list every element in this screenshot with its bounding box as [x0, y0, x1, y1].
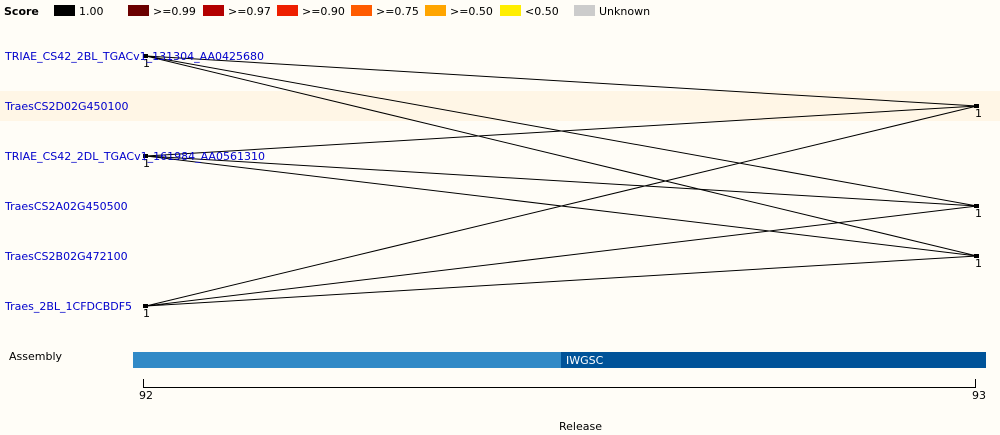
homology-link-line: [145, 55, 978, 257]
release-count-label: 1: [975, 257, 982, 270]
assembly-bar-previous: [133, 352, 561, 368]
legend-label: >=0.97: [228, 5, 271, 18]
legend-swatch: [54, 5, 75, 16]
legend-label: >=0.50: [450, 5, 493, 18]
release-endpoint-marker: [143, 304, 148, 308]
gene-link-traescs2a02g450500[interactable]: TraesCS2A02G450500: [5, 200, 128, 213]
assembly-segment-label: IWGSC: [566, 354, 604, 367]
gene-tree-links: 1 1 1 1 1 1: [143, 54, 982, 320]
assembly-label: Assembly: [9, 350, 63, 363]
release-endpoint-marker: [974, 254, 979, 258]
release-count-label: 1: [143, 57, 150, 70]
homology-link-line: [145, 255, 978, 307]
homology-link-line: [145, 155, 978, 207]
gene-link-traes-2bl-1cfdcbdf5[interactable]: Traes_2BL_1CFDCBDF5: [5, 300, 133, 313]
legend-title: Score: [4, 5, 39, 18]
legend-swatch: [351, 5, 372, 16]
legend-label: Unknown: [599, 5, 651, 18]
gene-link-traescs2d02g450100[interactable]: TraesCS2D02G450100: [5, 100, 129, 113]
release-count-label: 1: [143, 307, 150, 320]
legend-swatch: [500, 5, 521, 16]
highlighted-gene-row: [0, 91, 1000, 121]
legend-swatch: [203, 5, 224, 16]
legend-swatch: [128, 5, 149, 16]
homology-link-line: [145, 105, 978, 307]
legend-label: >=0.90: [302, 5, 345, 18]
axis-tick-label-93: 93: [972, 389, 986, 402]
gene-link-triae-2bl[interactable]: TRIAE_CS42_2BL_TGACv1_131304_AA0425680: [5, 50, 265, 63]
legend-label: >=0.75: [376, 5, 419, 18]
release-count-label: 1: [975, 107, 982, 120]
legend-swatch: [277, 5, 298, 16]
axis-title: Release: [559, 420, 602, 433]
axis-tick: [143, 379, 144, 387]
legend-label: <0.50: [525, 5, 559, 18]
release-endpoint-marker: [143, 154, 148, 158]
release-axis: [143, 379, 976, 388]
release-endpoint-marker: [143, 54, 148, 58]
homology-link-line: [145, 105, 978, 157]
gene-link-traescs2b02g472100[interactable]: TraesCS2B02G472100: [5, 250, 128, 263]
release-endpoint-marker: [974, 204, 979, 208]
release-endpoint-marker: [974, 104, 979, 108]
release-count-label: 1: [975, 207, 982, 220]
legend-label: 1.00: [79, 5, 104, 18]
legend-swatch: [574, 5, 595, 16]
gene-link-triae-2dl[interactable]: TRIAE_CS42_2DL_TGACv1_161984_AA0561310: [5, 150, 265, 163]
homology-link-line: [145, 205, 978, 307]
legend-label: >=0.99: [153, 5, 196, 18]
release-count-label: 1: [143, 157, 150, 170]
axis-tick: [975, 379, 976, 387]
legend-swatch: [425, 5, 446, 16]
axis-tick-label-92: 92: [139, 389, 153, 402]
assembly-bar-iwgsc: IWGSC: [561, 352, 986, 368]
homology-link-line: [145, 55, 978, 107]
